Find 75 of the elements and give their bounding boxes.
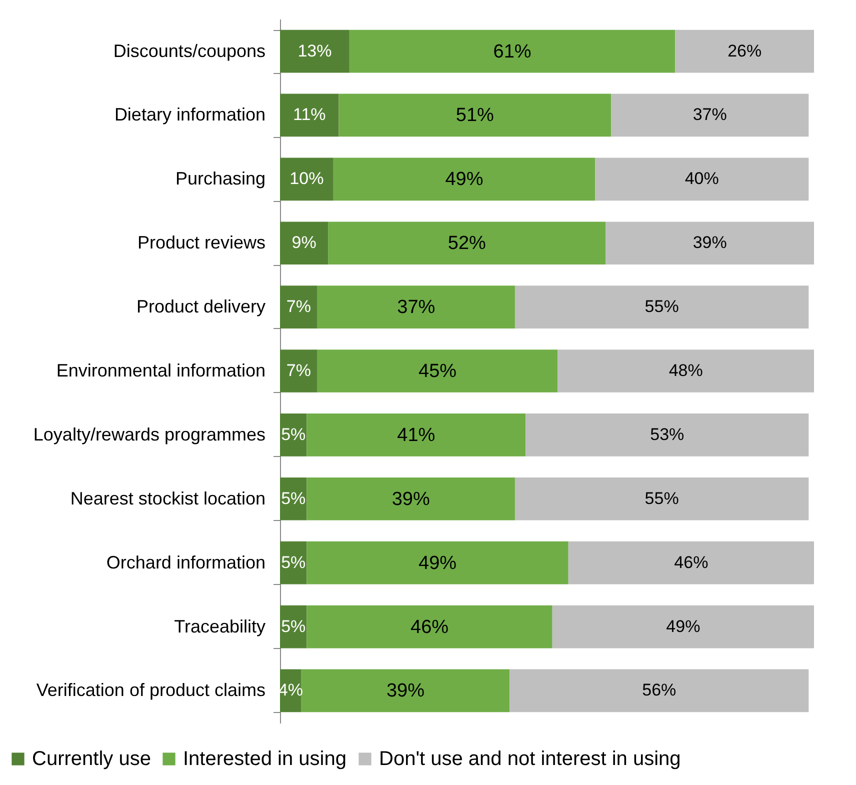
y-tick-label: Nearest stockist location xyxy=(70,488,266,508)
y-tick-label: Product reviews xyxy=(137,232,266,253)
bar xyxy=(333,158,596,201)
bar xyxy=(338,94,612,137)
data-label: 39% xyxy=(692,233,727,252)
data-label: 45% xyxy=(418,361,457,382)
data-label: 52% xyxy=(448,233,486,254)
data-label: 26% xyxy=(728,41,762,60)
data-label: 11% xyxy=(292,105,326,124)
data-label: 5% xyxy=(281,488,306,508)
data-label: 7% xyxy=(286,361,311,380)
y-tick-label: Orchard information xyxy=(106,552,266,572)
y-tick-label: Environmental information xyxy=(56,360,266,380)
y-tick-label: Verification of product claims xyxy=(36,680,266,700)
data-label: 37% xyxy=(692,105,727,124)
bar xyxy=(606,222,814,265)
data-label: 53% xyxy=(650,424,684,444)
bar xyxy=(611,94,809,137)
bar xyxy=(558,350,814,392)
data-label: 49% xyxy=(666,616,700,636)
bar xyxy=(526,414,809,456)
y-tick-label: Dietary information xyxy=(114,104,266,125)
y-tick-label: Discounts/coupons xyxy=(113,40,266,61)
bar xyxy=(280,350,318,392)
legend-label: Don't use and not interest in using xyxy=(379,748,681,770)
bar xyxy=(280,30,350,73)
data-label: 7% xyxy=(286,297,311,316)
bar xyxy=(280,94,339,137)
bar xyxy=(514,286,809,328)
data-label: 5% xyxy=(281,552,306,572)
y-tick-label: Loyalty/rewards programmes xyxy=(33,424,266,444)
data-label: 39% xyxy=(392,488,430,510)
y-tick-label: Product delivery xyxy=(136,296,266,317)
bar xyxy=(306,477,515,520)
data-label: 61% xyxy=(493,41,532,62)
bar xyxy=(552,605,814,648)
bar xyxy=(280,286,318,328)
bar xyxy=(514,477,809,520)
data-label: 13% xyxy=(298,41,332,60)
bar xyxy=(317,350,558,392)
data-label: 39% xyxy=(386,680,425,702)
data-label: 49% xyxy=(445,169,484,190)
bar xyxy=(306,605,552,648)
data-label: 10% xyxy=(290,169,324,188)
bar xyxy=(280,158,334,201)
data-label: 48% xyxy=(668,361,703,380)
y-tick-label: Traceability xyxy=(174,616,266,636)
data-label: 55% xyxy=(644,297,679,316)
bar xyxy=(595,158,809,201)
data-label: 46% xyxy=(410,616,449,638)
bar xyxy=(301,669,510,712)
legend-label: Currently use xyxy=(32,748,151,770)
bar xyxy=(349,30,676,73)
data-label: 46% xyxy=(674,552,708,572)
bar xyxy=(675,30,814,73)
bar xyxy=(306,414,526,456)
data-label: 4% xyxy=(278,680,303,700)
y-tick-label: Purchasing xyxy=(175,168,266,189)
bar xyxy=(328,222,606,265)
data-label: 56% xyxy=(642,680,676,700)
data-label: 5% xyxy=(281,424,306,444)
data-label: 55% xyxy=(644,488,679,508)
bar xyxy=(306,541,568,584)
legend-label: Interested in using xyxy=(183,748,346,770)
data-label: 9% xyxy=(292,233,316,252)
bar xyxy=(280,222,328,265)
bar xyxy=(510,669,809,712)
data-label: 40% xyxy=(684,169,719,188)
bar xyxy=(568,541,814,584)
data-label: 49% xyxy=(418,552,457,574)
bar xyxy=(317,286,515,328)
data-label: 5% xyxy=(281,616,306,636)
data-label: 37% xyxy=(397,297,436,318)
data-label: 41% xyxy=(397,424,436,446)
data-label: 51% xyxy=(456,105,494,126)
